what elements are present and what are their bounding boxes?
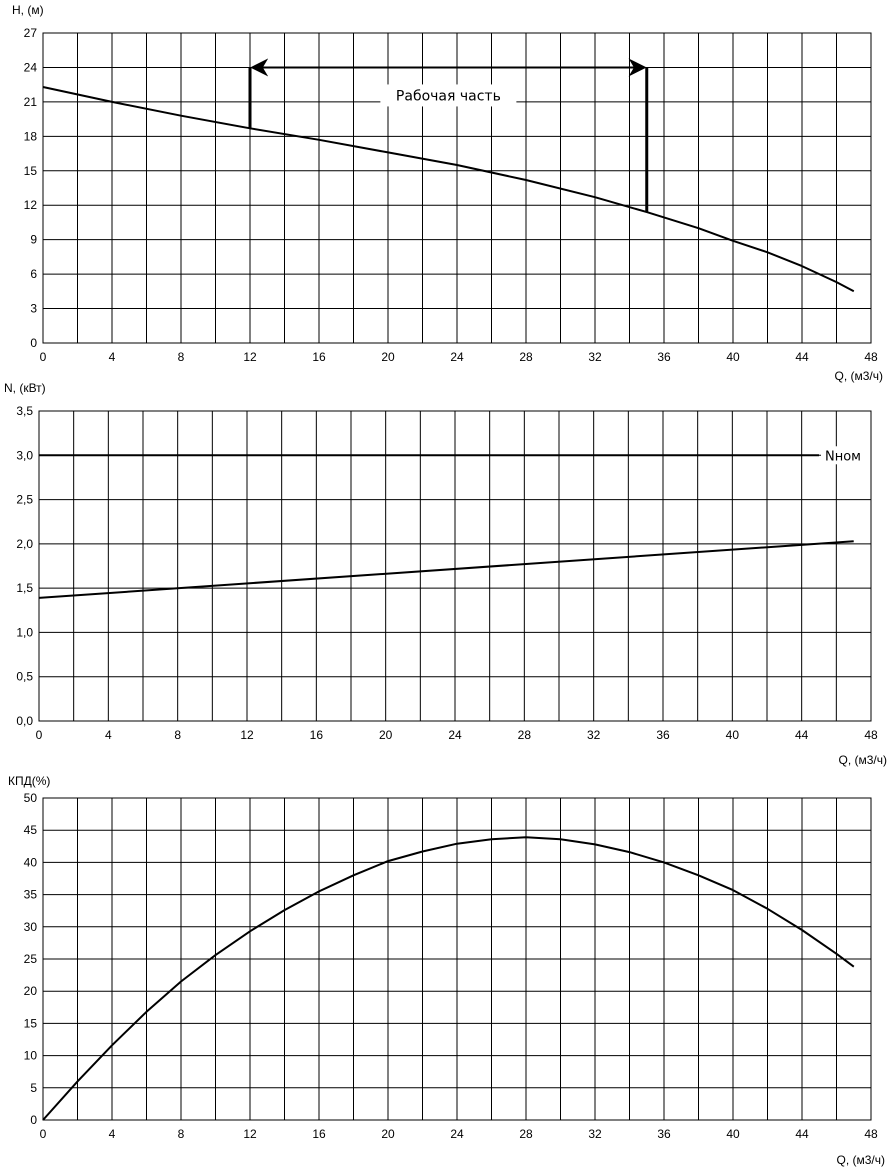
chart1-ytick-label: 24 bbox=[24, 60, 38, 74]
chart3-ytick-label: 25 bbox=[24, 952, 38, 966]
chart3-xtick-label: 16 bbox=[312, 1127, 326, 1141]
chart3-xtick-label: 40 bbox=[726, 1127, 740, 1141]
chart2-ytick-label: 3,5 bbox=[16, 404, 33, 418]
chart1-ytick-label: 27 bbox=[24, 26, 38, 40]
chart2-ytick-label: 0,0 bbox=[16, 714, 33, 728]
chart1-xtick-label: 48 bbox=[864, 350, 878, 364]
chart3-y-axis-title: КПД(%) bbox=[8, 774, 50, 788]
chart2-x-axis-title: Q, (м3/ч) bbox=[838, 753, 887, 767]
chart2-y-axis-title: N, (кВт) bbox=[4, 381, 46, 395]
chart1-x-axis-title: Q, (м3/ч) bbox=[834, 369, 883, 383]
chart2-xtick-label: 12 bbox=[240, 728, 254, 742]
chart2-xtick-label: 48 bbox=[864, 728, 878, 742]
chart1-xtick-label: 28 bbox=[519, 350, 533, 364]
chart3-ytick-label: 0 bbox=[30, 1113, 37, 1127]
chart3-xtick-label: 32 bbox=[588, 1127, 602, 1141]
chart1-xtick-label: 32 bbox=[588, 350, 602, 364]
chart2-xtick-label: 0 bbox=[36, 728, 43, 742]
chart1-xtick-label: 40 bbox=[726, 350, 740, 364]
chart2-plot-frame bbox=[38, 410, 872, 722]
chart3-xtick-label: 0 bbox=[40, 1127, 47, 1141]
chart1-xtick-label: 16 bbox=[312, 350, 326, 364]
chart1-plot-frame bbox=[42, 32, 872, 344]
chart3-ytick-label: 10 bbox=[24, 1049, 38, 1063]
chart1-y-axis-title: H, (м) bbox=[12, 3, 44, 17]
chart2-xtick-label: 16 bbox=[310, 728, 324, 742]
chart3-xtick-label: 20 bbox=[381, 1127, 395, 1141]
chart1-ytick-label: 6 bbox=[30, 267, 37, 281]
chart3-xtick-label: 12 bbox=[243, 1127, 257, 1141]
chart3-x-axis-title: Q, (м3/ч) bbox=[836, 1153, 885, 1167]
chart1-ytick-label: 21 bbox=[24, 95, 38, 109]
chart2-series-line bbox=[38, 540, 854, 599]
chart3-ytick-label: 45 bbox=[24, 823, 38, 837]
chart1-ytick-label: 18 bbox=[24, 129, 38, 143]
chart3-xtick-label: 28 bbox=[519, 1127, 533, 1141]
chart1-xtick-label: 0 bbox=[40, 350, 47, 364]
chart1-xtick-label: 12 bbox=[243, 350, 257, 364]
chart1-xtick-label: 8 bbox=[178, 350, 185, 364]
chart2-xtick-label: 40 bbox=[726, 728, 740, 742]
chart3-ytick-label: 50 bbox=[24, 791, 38, 805]
chart2-xtick-label: 32 bbox=[587, 728, 601, 742]
chart3-ytick-label: 5 bbox=[30, 1081, 37, 1095]
chart1-ytick-label: 3 bbox=[30, 302, 37, 316]
chart1-ytick-label: 15 bbox=[24, 164, 38, 178]
chart1-series-line bbox=[42, 86, 855, 293]
chart2-ytick-label: 1,0 bbox=[16, 625, 33, 639]
chart1-xtick-label: 44 bbox=[795, 350, 809, 364]
chart2-xtick-label: 36 bbox=[656, 728, 670, 742]
chart3-xtick-label: 44 bbox=[795, 1127, 809, 1141]
chart1-xtick-label: 24 bbox=[450, 350, 464, 364]
working-range-label: Рабочая часть bbox=[396, 88, 501, 104]
chart3-xtick-label: 8 bbox=[178, 1127, 185, 1141]
chart2-ytick-label: 3,0 bbox=[16, 448, 33, 462]
chart1-ytick-label: 9 bbox=[30, 233, 37, 247]
chart2-xtick-label: 20 bbox=[379, 728, 393, 742]
chart2-xtick-label: 24 bbox=[448, 728, 462, 742]
chart3-xtick-label: 36 bbox=[657, 1127, 671, 1141]
chart1-xtick-label: 20 bbox=[381, 350, 395, 364]
chart3-plot-frame bbox=[42, 797, 872, 1121]
chart3-ytick-label: 30 bbox=[24, 920, 38, 934]
chart3-ytick-label: 40 bbox=[24, 855, 38, 869]
chart3-ytick-label: 35 bbox=[24, 888, 38, 902]
working-range-label-bg bbox=[380, 84, 517, 107]
chart3-xtick-label: 24 bbox=[450, 1127, 464, 1141]
chart1-ytick-label: 12 bbox=[24, 198, 38, 212]
chart2-ytick-label: 2,5 bbox=[16, 493, 33, 507]
chart1-ytick-label: 0 bbox=[30, 336, 37, 350]
chart2-xtick-label: 44 bbox=[795, 728, 809, 742]
chart3-xtick-label: 4 bbox=[109, 1127, 116, 1141]
chart2-xtick-label: 8 bbox=[174, 728, 181, 742]
chart2-ytick-label: 0,5 bbox=[16, 670, 33, 684]
chart1-xtick-label: 36 bbox=[657, 350, 671, 364]
chart2-xtick-label: 28 bbox=[518, 728, 532, 742]
chart1-xtick-label: 4 bbox=[109, 350, 116, 364]
chart3-ytick-label: 15 bbox=[24, 1016, 38, 1030]
chart3-ytick-label: 20 bbox=[24, 984, 38, 998]
chart3-series-line bbox=[42, 836, 855, 1121]
chart2-xtick-label: 4 bbox=[105, 728, 112, 742]
chart2-ytick-label: 1,5 bbox=[16, 581, 33, 595]
nominal-power-label: Nном bbox=[825, 449, 861, 464]
nominal-power-label-bg bbox=[821, 446, 871, 465]
chart3-xtick-label: 48 bbox=[864, 1127, 878, 1141]
chart2-ytick-label: 2,0 bbox=[16, 537, 33, 551]
